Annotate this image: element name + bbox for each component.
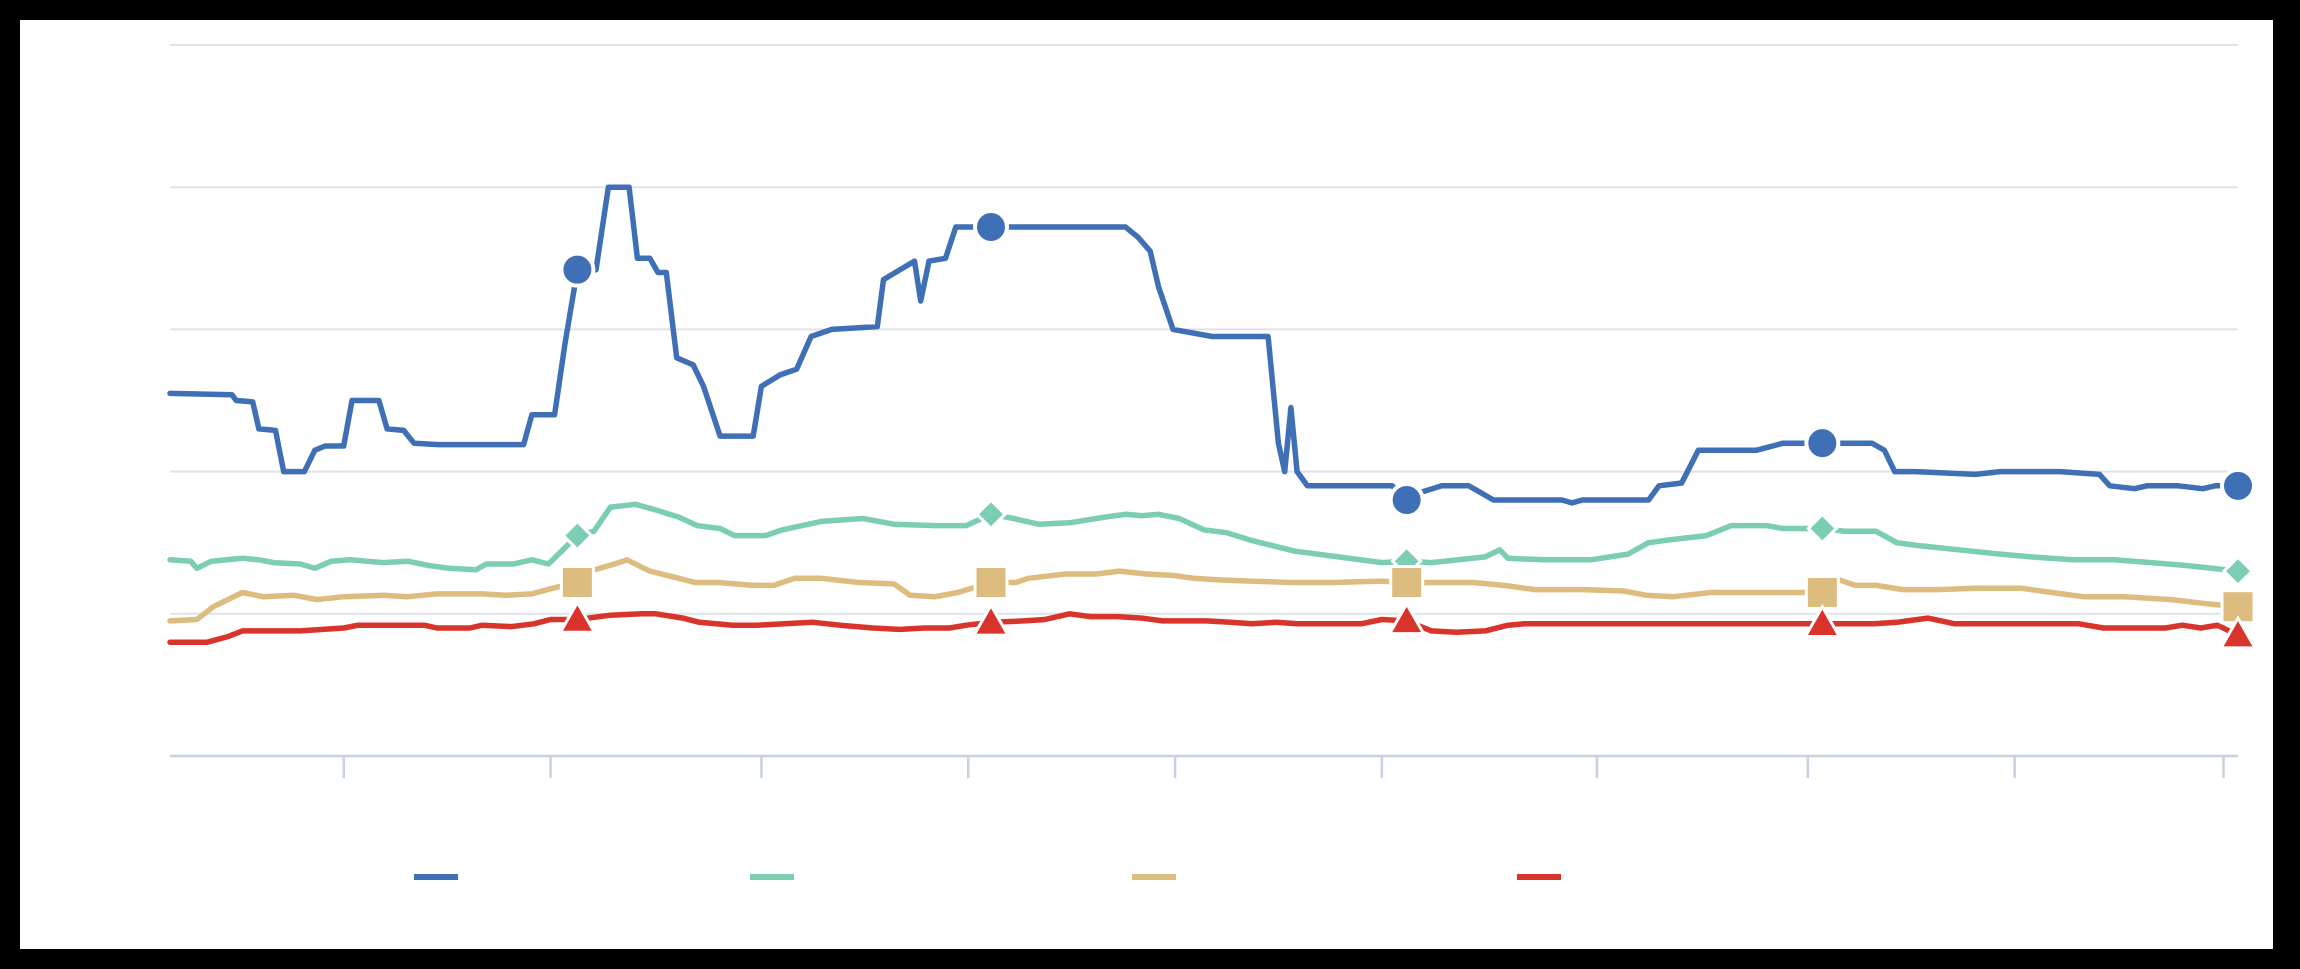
triangle-marker xyxy=(971,602,1011,637)
triangle-marker xyxy=(2218,615,2258,650)
diamond-marker xyxy=(2221,555,2255,588)
circle-marker xyxy=(559,251,596,288)
series-line-1 xyxy=(167,184,2241,506)
circle-marker xyxy=(972,209,1009,246)
diamond-marker xyxy=(561,519,594,552)
triangle-marker xyxy=(557,599,597,634)
gridlines xyxy=(170,44,2238,615)
chart-panel xyxy=(20,20,2273,949)
square-marker xyxy=(1389,565,1425,601)
triangle-marker xyxy=(1387,600,1427,636)
x-axis xyxy=(170,754,2238,778)
circle-marker xyxy=(2220,467,2256,504)
square-marker xyxy=(559,565,595,601)
triangle-marker xyxy=(1802,603,1842,639)
series-markers xyxy=(557,209,2258,650)
circle-marker xyxy=(1388,482,1425,519)
series-lines xyxy=(167,184,2241,645)
diamond-marker xyxy=(1806,512,1839,545)
square-marker xyxy=(973,565,1009,601)
series-line-2 xyxy=(167,501,2241,574)
circle-marker xyxy=(1804,425,1841,462)
diamond-marker xyxy=(974,498,1008,531)
series-line-4 xyxy=(167,611,2241,645)
square-marker xyxy=(1804,574,1840,610)
